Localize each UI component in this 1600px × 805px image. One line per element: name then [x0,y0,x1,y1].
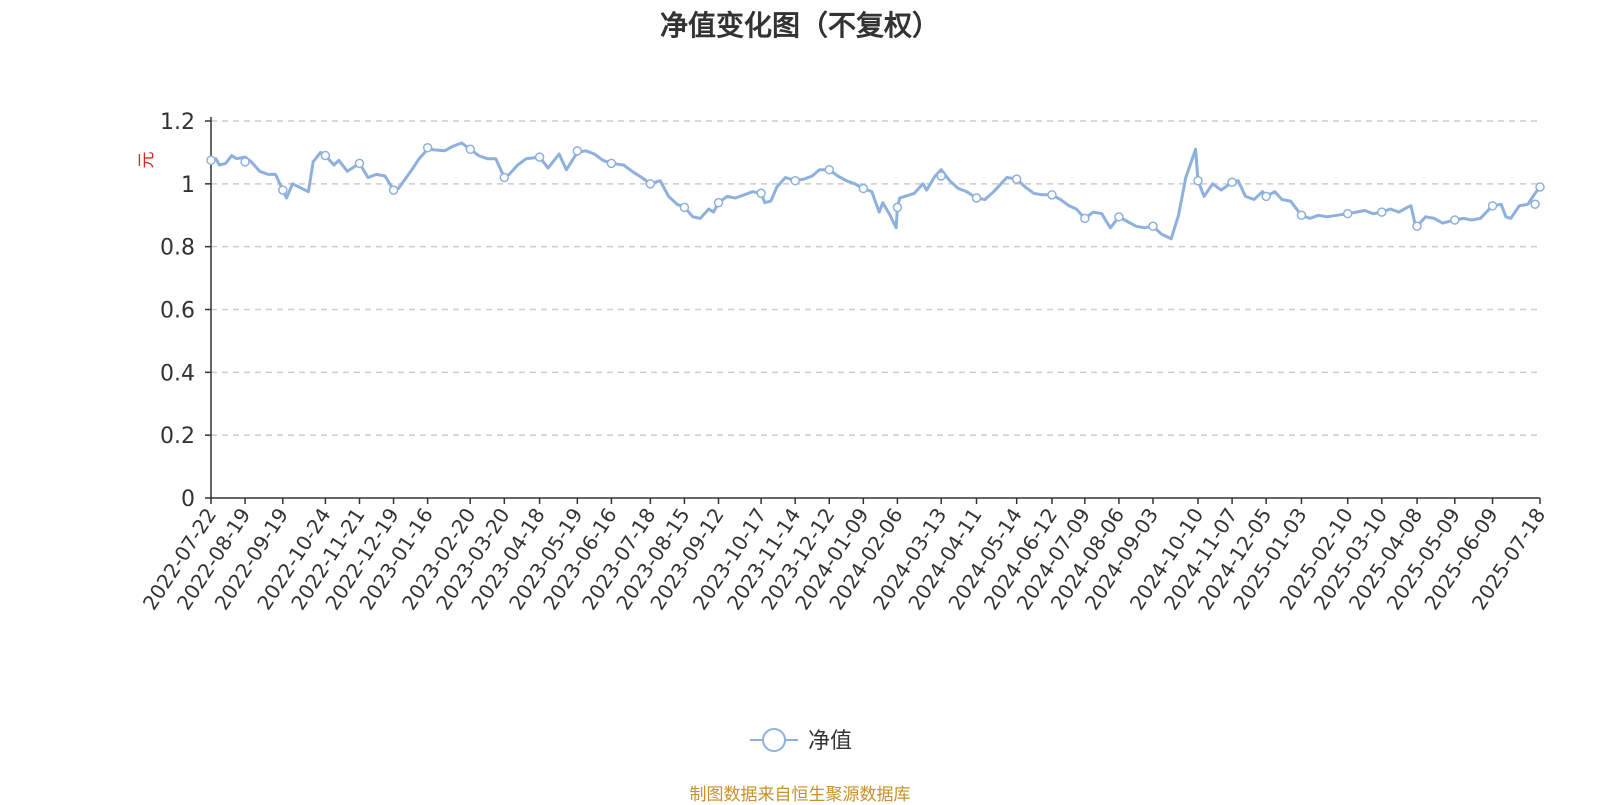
data-point[interactable] [465,144,475,155]
data-point[interactable] [278,185,288,195]
data-point[interactable] [858,183,869,194]
data-point[interactable] [1450,215,1460,225]
data-point[interactable] [388,185,399,195]
data-point[interactable] [1412,221,1422,231]
legend-label: 净值 [808,729,852,754]
data-point[interactable] [1193,175,1203,186]
data-point[interactable] [1227,177,1237,188]
data-point[interactable] [679,202,690,213]
y-tick-label: 0.4 [160,361,195,386]
data-point[interactable] [499,172,510,183]
data-point[interactable] [971,193,982,203]
data-point[interactable] [892,202,903,213]
legend[interactable]: 净值 [750,728,852,754]
data-point[interactable] [240,157,250,167]
data-point[interactable] [790,175,800,186]
data-point[interactable] [1114,212,1124,222]
data-point[interactable] [1487,201,1498,211]
source-note: 制图数据来自恒生聚源数据库 [689,785,911,805]
data-point[interactable] [206,155,216,166]
legend-marker [762,728,786,752]
data-point[interactable] [320,150,331,161]
axes: 00.20.40.60.811.22022-07-222022-08-19202… [138,110,1550,614]
y-tick-label: 1.2 [160,110,195,135]
series-line [209,141,1542,241]
data-point[interactable] [572,146,583,156]
data-point[interactable] [824,164,835,175]
y-tick-label: 0.6 [160,299,195,324]
grid-lines [211,120,1540,436]
data-point[interactable] [606,158,617,169]
series-layer [206,141,1545,241]
y-tick-label: 0.2 [160,424,195,449]
data-point[interactable] [756,188,766,199]
data-point[interactable] [1342,208,1353,219]
data-point[interactable] [1047,190,1057,200]
data-point[interactable] [1530,199,1540,210]
data-point[interactable] [1148,221,1158,231]
data-point[interactable] [936,171,946,181]
data-point[interactable] [1080,213,1090,224]
data-point[interactable] [1377,207,1387,217]
y-tick-label: 1 [181,173,195,198]
data-point[interactable] [1261,191,1271,202]
y-tick-label: 0 [181,487,195,512]
data-point[interactable] [534,152,545,162]
data-point[interactable] [713,197,724,208]
y-tick-label: 0.8 [160,236,195,261]
chart-title: 净值变化图（不复权） [659,9,940,42]
y-axis-label: 元 [137,152,157,169]
data-point[interactable] [422,142,433,153]
data-point[interactable] [1296,210,1307,220]
data-point[interactable] [1535,182,1545,192]
data-point[interactable] [354,158,365,169]
data-point[interactable] [1011,174,1022,184]
data-point[interactable] [645,179,656,189]
